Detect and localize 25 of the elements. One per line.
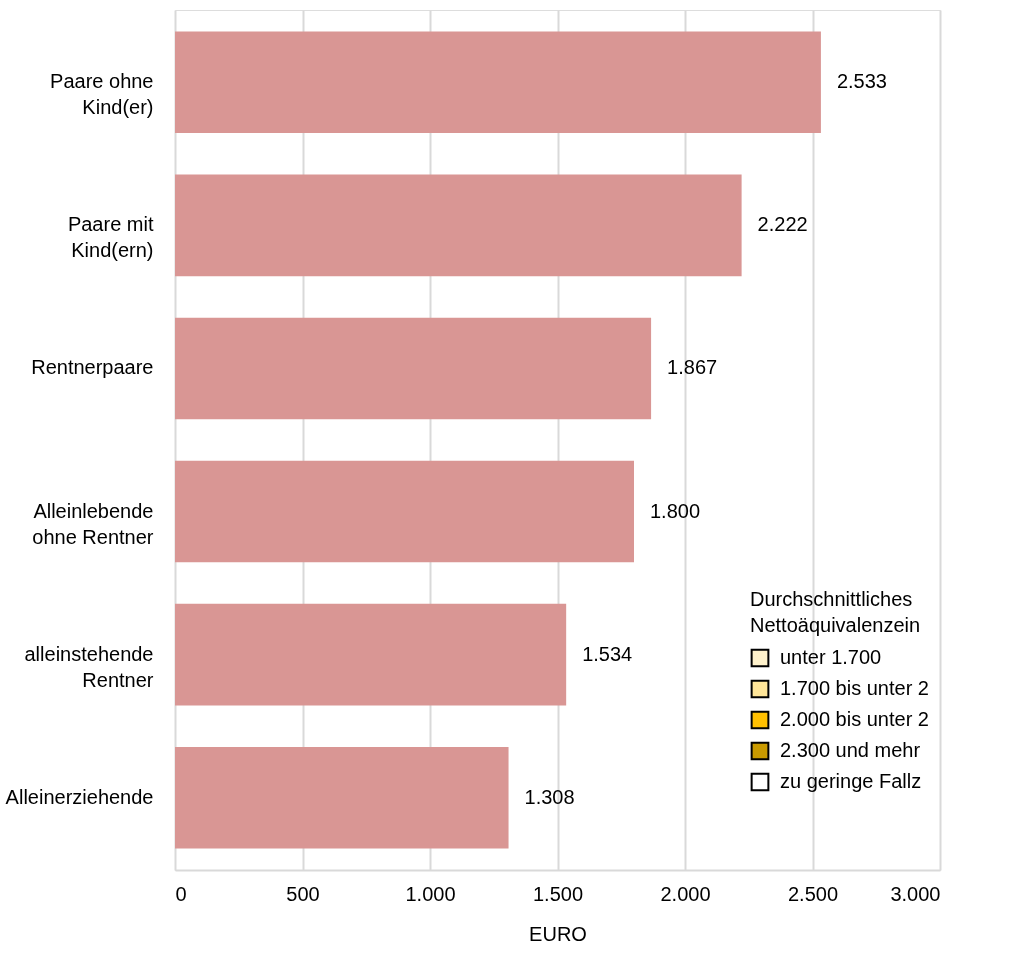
x-tick-label: 2.000 <box>660 882 711 905</box>
legend-label: 2.300 und mehr <box>780 739 921 761</box>
data-label: 1.867 <box>667 356 718 379</box>
x-tick-label: 1.500 <box>532 882 584 905</box>
x-tick-label: 0 <box>175 882 187 905</box>
legend-label: 2.000 bis unter 2 <box>780 708 929 730</box>
legend-label: unter 1.700 <box>780 646 882 668</box>
x-tick-label: 2.500 <box>787 882 839 905</box>
legend-label: zu geringe Fallz <box>780 770 922 792</box>
legend-label: 1.700 bis unter 2 <box>780 677 929 699</box>
y-tick-label: Alleinlebende ohne Rentner <box>32 499 154 548</box>
x-tick-label: 3.000 <box>890 882 941 905</box>
y-tick-label: Paare mit Kind(ern) <box>67 213 154 262</box>
x-tick-label: 500 <box>286 882 320 905</box>
data-label: 2.222 <box>757 213 808 236</box>
x-tick-label: 1.000 <box>405 882 456 905</box>
y-tick-label: Rentnerpaare <box>31 356 154 379</box>
data-label: 1.800 <box>650 499 701 522</box>
data-label: 2.533 <box>836 70 887 93</box>
data-label: 1.534 <box>582 642 633 665</box>
y-tick-label: Paare ohne Kind(er) <box>50 70 154 119</box>
data-label: 1.308 <box>524 785 575 808</box>
y-tick-label: alleinstehende Rentner <box>24 642 154 691</box>
x-axis-title: EURO <box>529 922 587 945</box>
y-tick-label: Alleinerziehende <box>5 785 154 808</box>
